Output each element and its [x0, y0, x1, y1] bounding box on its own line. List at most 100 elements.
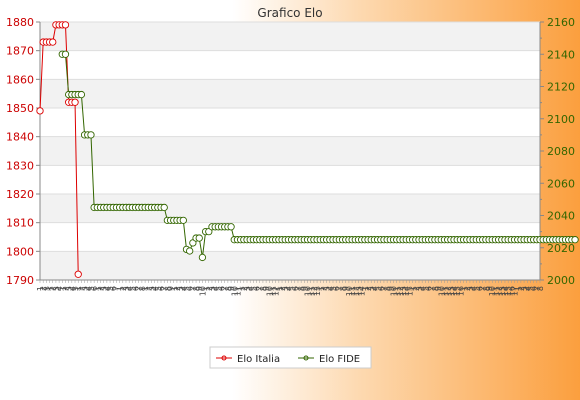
x-tick-label: 6	[475, 286, 484, 291]
x-tick-label: 5	[128, 286, 137, 291]
x-tick-label: 5	[154, 286, 163, 291]
x-tick-label: 10	[265, 286, 274, 296]
x-tick-label: 6	[218, 286, 227, 291]
legend-box	[209, 346, 372, 369]
x-tick-label: 6	[332, 286, 341, 291]
x-tick-label: 5	[526, 286, 535, 291]
legend-marker-elo-italia	[221, 355, 227, 361]
x-tick-label: 4	[370, 286, 379, 291]
x-tick-label: 10	[198, 286, 207, 296]
x-tick-label: 12	[396, 286, 405, 296]
x-tick-label: 9	[342, 286, 351, 291]
x-tick-label: 7	[335, 286, 344, 291]
x-tick-label: 7	[533, 286, 542, 291]
x-tick-label: 5	[472, 286, 481, 291]
data-point	[186, 247, 194, 255]
x-tick-label: 8	[431, 286, 440, 291]
left-tick-label: 1850	[6, 102, 34, 115]
left-axis-ticks: 1790 1800 1810 1820 1830 1840 1850 1860 1870 1880	[6, 16, 40, 287]
x-tick-label: 10	[437, 286, 446, 296]
x-tick-label: 4	[125, 286, 134, 291]
x-tick-label: 2	[364, 286, 373, 291]
x-tick-label: 11	[491, 286, 500, 296]
x-tick-label: 5	[214, 286, 223, 291]
x-tick-label: 11	[348, 286, 357, 296]
x-tick-label: 11	[307, 286, 316, 296]
x-tick-label: 2	[173, 286, 182, 291]
x-tick-label: 1	[116, 286, 125, 291]
x-tick-label: 4	[55, 286, 64, 291]
x-tick-label: 12	[444, 286, 453, 296]
series-elo-italia	[36, 21, 82, 278]
x-tick-label: 9	[300, 286, 309, 291]
plot-band	[40, 251, 540, 280]
x-tick-label: 2	[97, 286, 106, 291]
x-tick-label: 9	[167, 286, 176, 291]
x-tick-label: 5	[329, 286, 338, 291]
x-tick-label: 3	[122, 286, 131, 291]
x-tick-label: 8	[224, 286, 233, 291]
x-tick-label: 9	[485, 286, 494, 291]
x-tick-label: 3	[243, 286, 252, 291]
x-tick-label: 7	[160, 286, 169, 291]
x-tick-label: 3	[466, 286, 475, 291]
data-point	[74, 270, 82, 278]
x-tick-label: 8	[482, 286, 491, 291]
x-tick-label: 1	[275, 286, 284, 291]
x-tick-label: 7	[256, 286, 265, 291]
x-tick-label: 9	[195, 286, 204, 291]
left-tick-label: 1860	[6, 73, 34, 86]
x-tick-label: 3	[367, 286, 376, 291]
x-tick-label: 12	[272, 286, 281, 296]
x-tick-label: 3	[81, 286, 90, 291]
series-layer	[36, 21, 579, 278]
left-tick-label: 1880	[6, 16, 34, 29]
x-tick-label: 1	[93, 286, 102, 291]
x-tick-label: 10	[304, 286, 313, 296]
x-tick-label: 14	[358, 286, 367, 296]
x-tick-label: 1	[316, 286, 325, 291]
x-tick-label: 3	[52, 286, 61, 291]
x-tick-label: 1	[46, 286, 55, 291]
x-tick-label: 2	[412, 286, 421, 291]
x-tick-label: 6	[253, 286, 262, 291]
x-tick-label: 15	[405, 286, 414, 296]
legend-label-elo-fide: Elo FIDE	[319, 354, 360, 365]
x-tick-label: 6	[186, 286, 195, 291]
x-tick-label: 1	[460, 286, 469, 291]
data-point	[71, 98, 79, 106]
x-tick-label: 3	[281, 286, 290, 291]
right-tick-label: 2060	[547, 177, 575, 190]
x-tick-label: 3	[323, 286, 332, 291]
x-tick-label: 9	[262, 286, 271, 291]
x-tick-label: 1	[237, 286, 246, 291]
right-tick-label: 2040	[547, 210, 575, 223]
x-tick-label: 7	[135, 286, 144, 291]
x-tick-label: 3	[415, 286, 424, 291]
x-tick-label: 3	[208, 286, 217, 291]
x-tick-label: 7	[294, 286, 303, 291]
right-tick-label: 2000	[547, 274, 575, 287]
x-tick-label: 16	[507, 286, 516, 296]
x-tick-label: 1	[170, 286, 179, 291]
x-tick-label: 6	[132, 286, 141, 291]
x-tick-label: 8	[536, 286, 545, 291]
x-tick-label: 2	[517, 286, 526, 291]
x-tick-label: 13	[498, 286, 507, 296]
x-tick-label: 3	[100, 286, 109, 291]
x-tick-label: 8	[383, 286, 392, 291]
x-tick-label: 4	[418, 286, 427, 291]
x-tick-label: 10	[345, 286, 354, 296]
x-tick-label: 4	[179, 286, 188, 291]
x-tick-label: 6	[90, 286, 99, 291]
data-point	[77, 90, 86, 99]
x-tick-label: 1	[141, 286, 150, 291]
right-tick-label: 2120	[547, 81, 575, 94]
x-tick-label: 12	[310, 286, 319, 296]
data-point	[87, 131, 95, 139]
x-tick-label: 5	[106, 286, 115, 291]
plot-band	[40, 136, 540, 166]
x-tick-label: 1	[202, 286, 211, 291]
